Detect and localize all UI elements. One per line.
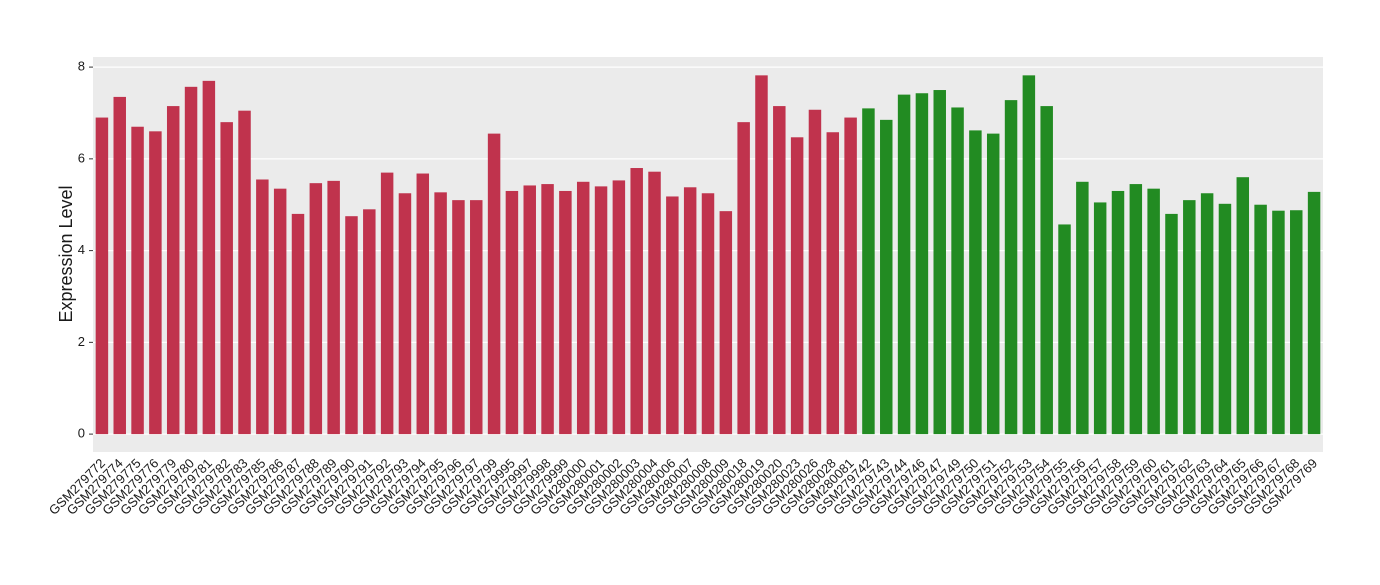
bar bbox=[380, 172, 394, 435]
bar bbox=[897, 94, 911, 435]
bar bbox=[166, 106, 180, 435]
bar bbox=[202, 80, 216, 435]
bar bbox=[1004, 100, 1018, 435]
bar bbox=[95, 117, 109, 435]
bar bbox=[273, 188, 287, 435]
bar bbox=[719, 211, 733, 435]
bar bbox=[1111, 190, 1125, 435]
bar bbox=[470, 200, 483, 435]
bar bbox=[398, 193, 412, 435]
bar bbox=[986, 133, 1000, 435]
bar bbox=[1093, 202, 1107, 435]
bar bbox=[1183, 200, 1196, 435]
bar bbox=[576, 181, 590, 435]
bar bbox=[1236, 177, 1250, 435]
bar bbox=[256, 179, 269, 435]
bar bbox=[559, 190, 572, 435]
bar bbox=[1272, 210, 1285, 435]
bar bbox=[434, 192, 447, 435]
bar bbox=[523, 185, 536, 435]
bar bbox=[416, 173, 430, 435]
bar bbox=[1147, 188, 1160, 435]
bar bbox=[505, 190, 519, 435]
bar bbox=[826, 132, 840, 435]
bar bbox=[773, 106, 786, 435]
bar bbox=[594, 186, 608, 435]
y-tick-label: 6 bbox=[78, 150, 85, 165]
y-tick-label: 8 bbox=[78, 59, 85, 74]
bar bbox=[149, 131, 162, 435]
bar bbox=[933, 90, 946, 435]
y-tick-label: 0 bbox=[78, 426, 85, 441]
bar bbox=[1165, 213, 1178, 435]
bar bbox=[363, 209, 376, 435]
bar bbox=[113, 96, 126, 435]
bar bbox=[327, 180, 340, 435]
bar bbox=[1040, 106, 1053, 435]
bar bbox=[345, 216, 358, 435]
bar bbox=[487, 133, 501, 435]
bar bbox=[969, 130, 982, 435]
bar bbox=[880, 119, 893, 435]
bar bbox=[238, 110, 251, 435]
bar bbox=[755, 75, 768, 435]
bar bbox=[1218, 203, 1232, 435]
bar bbox=[701, 193, 715, 435]
y-tick-label: 4 bbox=[78, 242, 85, 257]
bar bbox=[291, 213, 305, 435]
bar bbox=[131, 126, 144, 435]
bar bbox=[184, 86, 198, 435]
bar bbox=[220, 122, 233, 435]
bar bbox=[648, 171, 661, 435]
bar bbox=[1076, 181, 1089, 435]
bar bbox=[1022, 75, 1036, 435]
bar bbox=[683, 187, 697, 435]
bar bbox=[862, 108, 875, 435]
bar bbox=[666, 196, 679, 435]
bar bbox=[915, 93, 929, 435]
bar bbox=[309, 183, 323, 435]
bar bbox=[951, 107, 964, 435]
bar bbox=[612, 180, 626, 435]
bar bbox=[1129, 184, 1143, 435]
bar bbox=[844, 117, 857, 435]
bar bbox=[790, 137, 804, 435]
bar bbox=[1200, 193, 1214, 435]
bar bbox=[737, 122, 750, 435]
y-tick-label: 2 bbox=[78, 334, 85, 349]
bar bbox=[541, 184, 554, 435]
bar bbox=[1254, 204, 1267, 435]
y-axis-title: Expression Level bbox=[56, 185, 76, 322]
bar bbox=[1307, 191, 1321, 435]
bar bbox=[1058, 224, 1071, 435]
bar bbox=[808, 109, 822, 435]
bar bbox=[630, 168, 643, 435]
bar bbox=[1290, 210, 1303, 435]
bar bbox=[452, 200, 465, 435]
